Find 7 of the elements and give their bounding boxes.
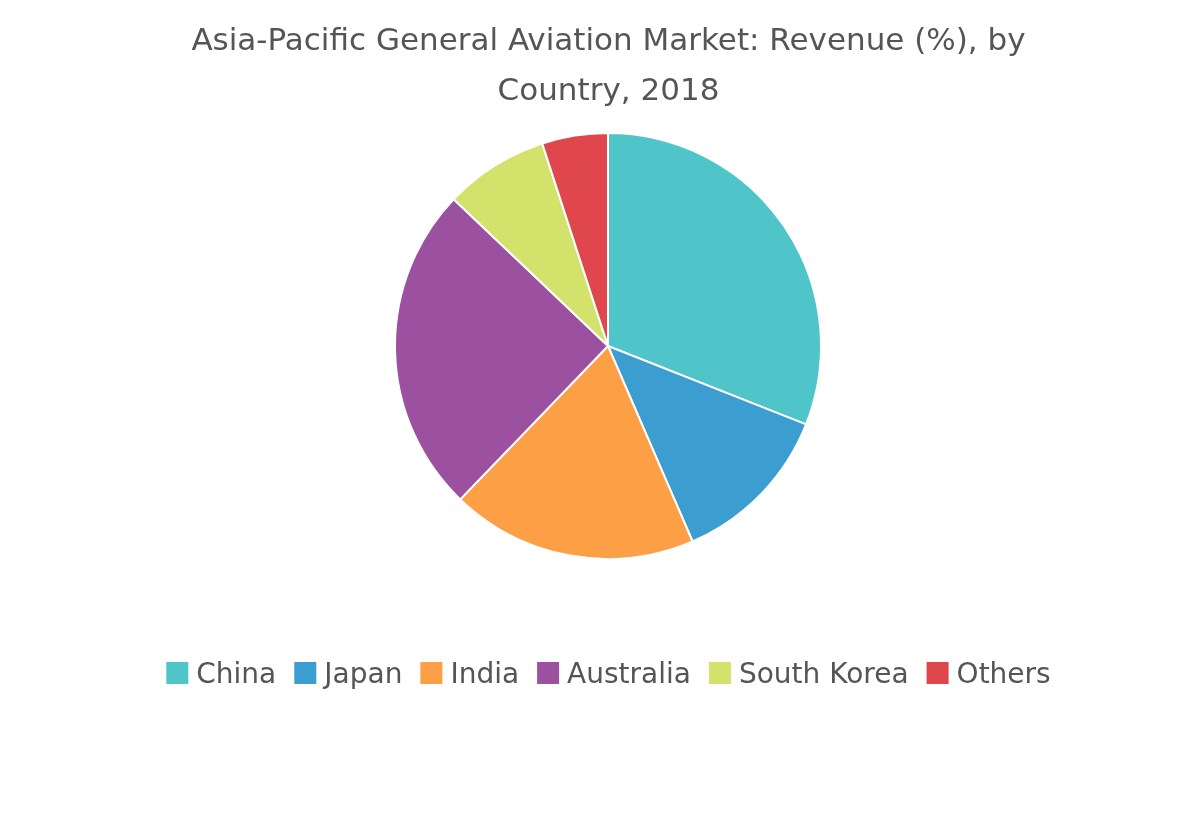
legend-label: Australia (567, 657, 691, 690)
legend-label: India (450, 657, 520, 690)
chart-title: Asia-Pacific General Aviation Market: Revenue (%), by Country, 2018 (191, 21, 1026, 107)
legend-label: Japan (322, 657, 403, 690)
legend-label: China (196, 657, 277, 690)
legend-label: South Korea (738, 657, 909, 690)
legend-label: Others (956, 657, 1051, 690)
